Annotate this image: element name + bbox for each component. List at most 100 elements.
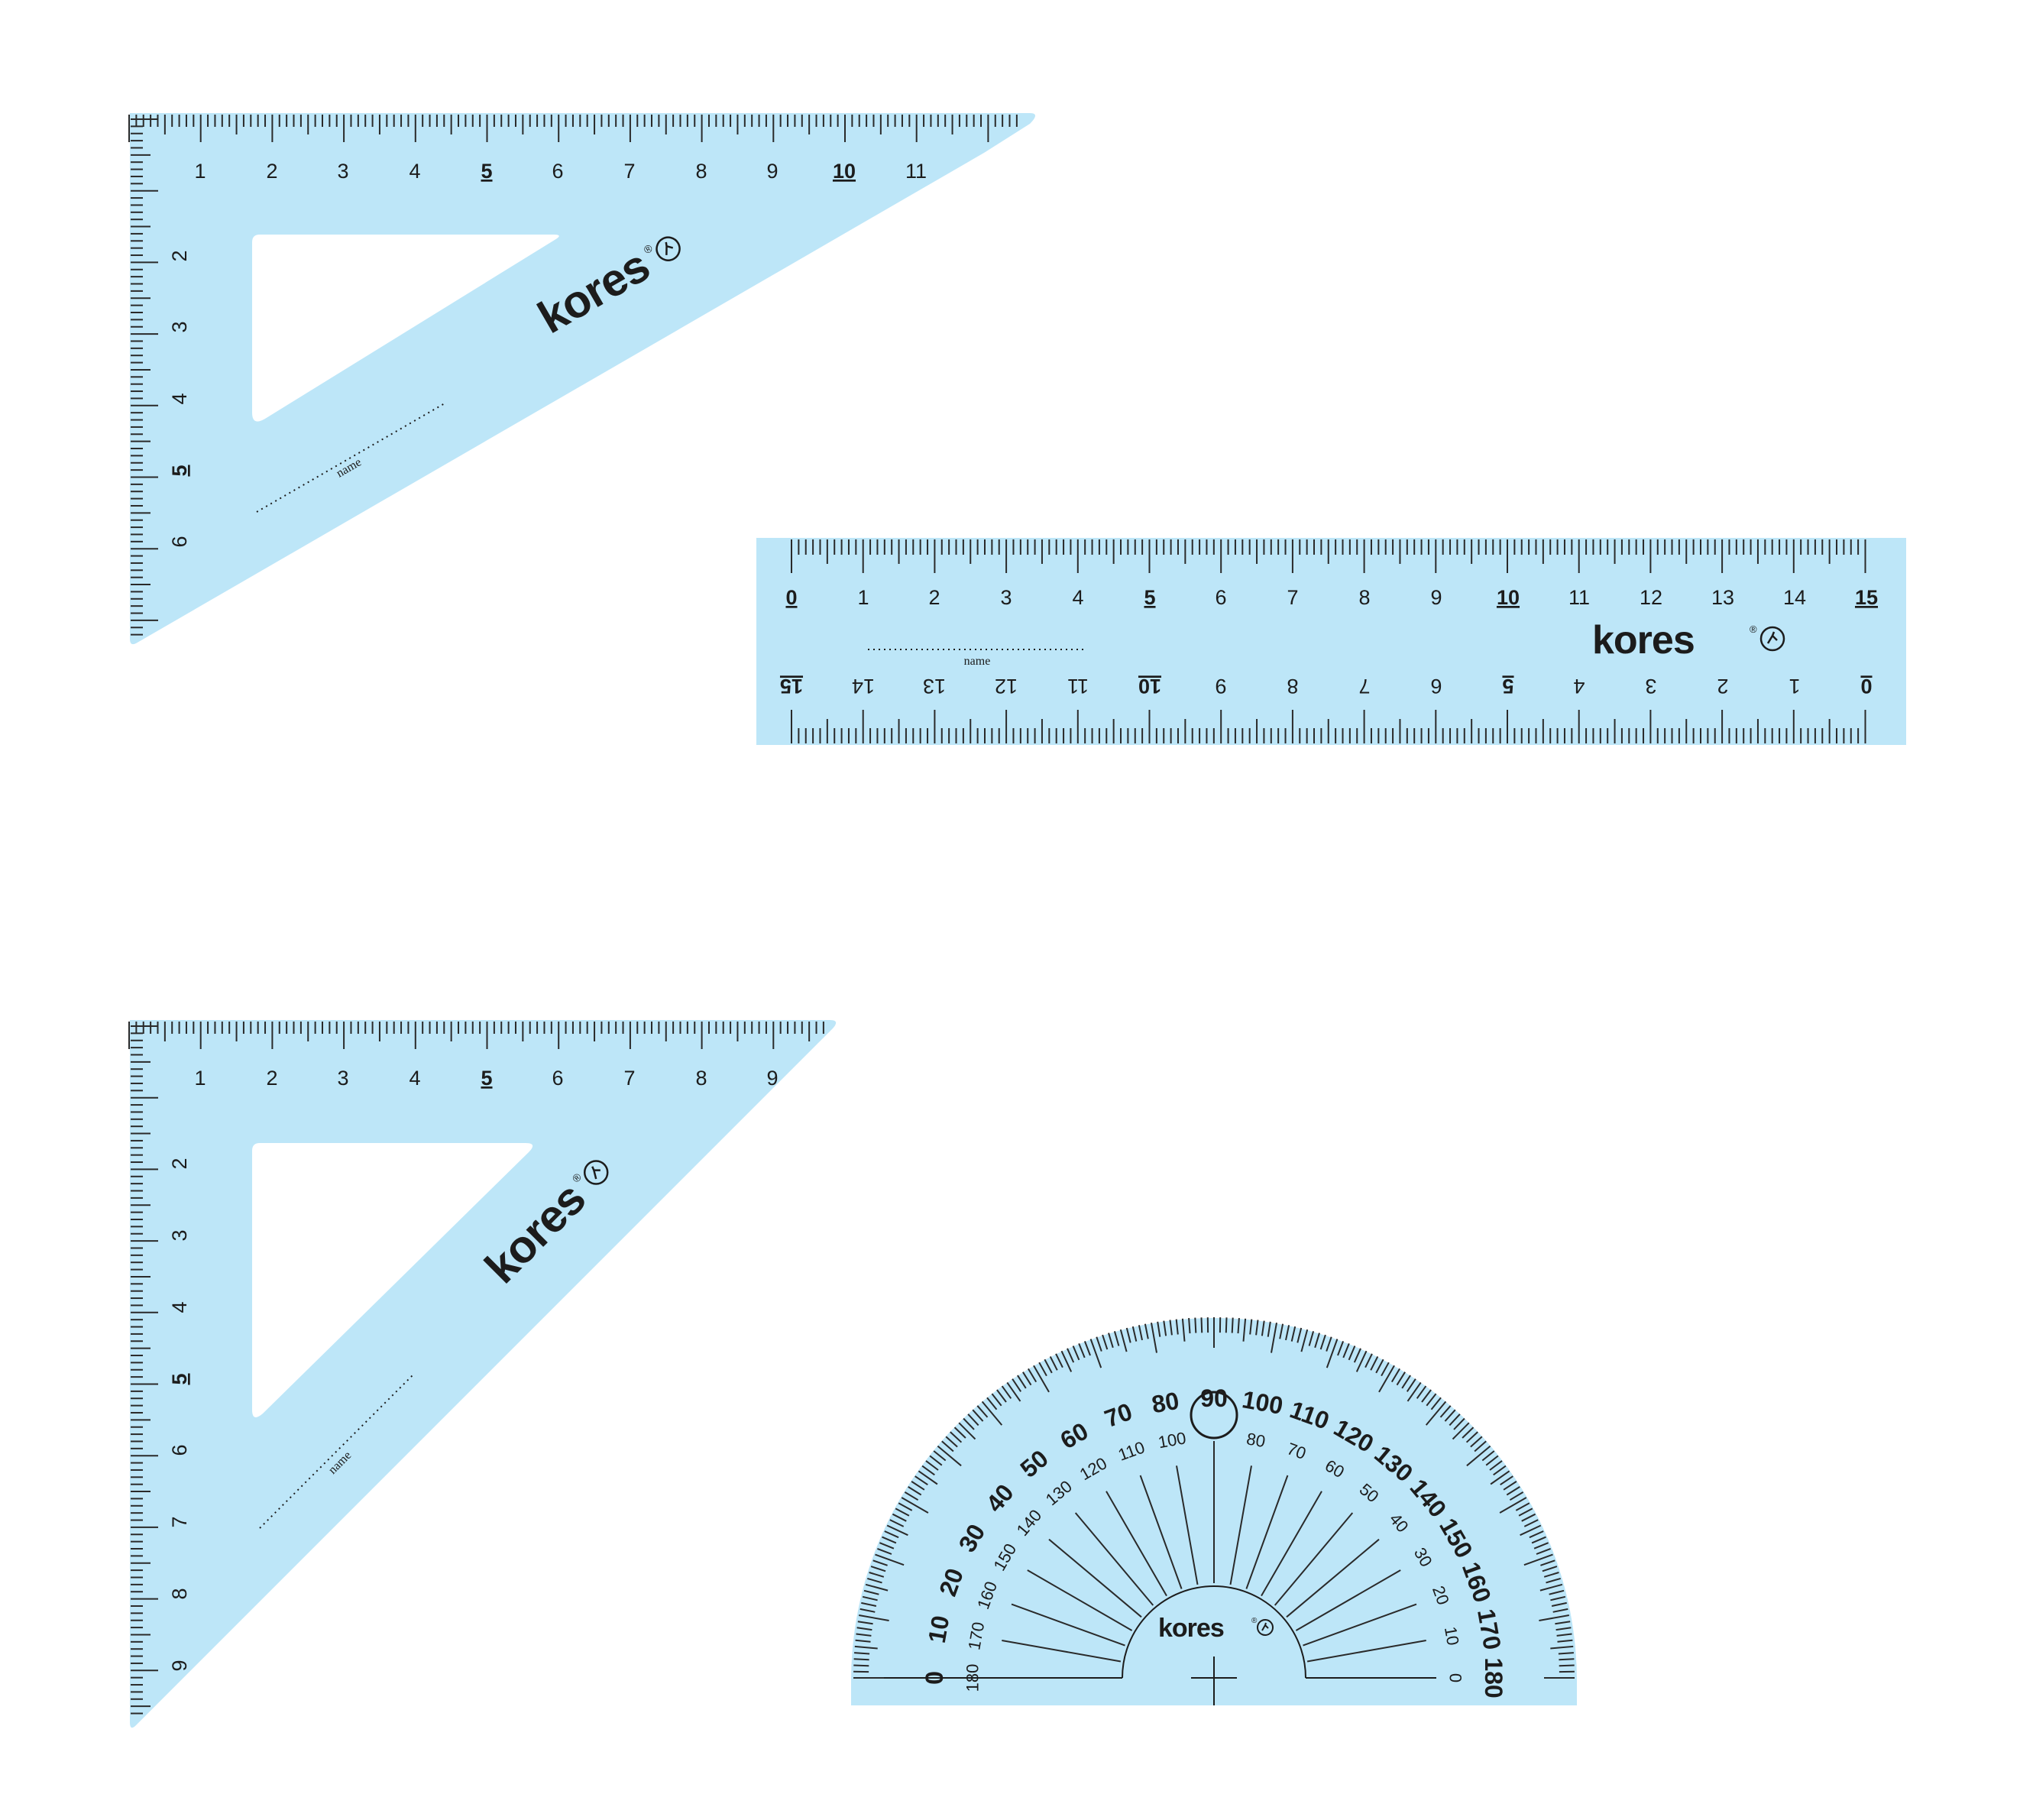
t60-top-label-6: 6: [552, 160, 563, 183]
t60-top-label-4: 4: [409, 160, 420, 183]
ruler-bottom-label-3: 3: [1645, 675, 1656, 698]
protractor-ray: [1274, 1512, 1354, 1606]
ruler-top-label-5: 5: [1144, 586, 1155, 609]
protractor-tick: [1555, 1627, 1572, 1631]
t45-side-label-6: 6: [168, 1444, 191, 1456]
ruler-bottom-label-6: 6: [1430, 675, 1442, 698]
protractor-tick: [1381, 1362, 1390, 1377]
protractor-tick: [1231, 1317, 1234, 1333]
protractor-tick: [904, 1491, 919, 1501]
set-square-60-side-ticks: [131, 118, 158, 636]
ruler-15cm[interactable]: 0 1 2 3 4 5 6 7 8 9 10 11 12 13 14 15 15…: [756, 538, 1906, 745]
protractor-tick: [921, 1465, 935, 1476]
t60-top-label-10: 10: [833, 160, 856, 183]
protractor-tick: [1521, 1513, 1536, 1522]
protractor-tick: [1151, 1323, 1157, 1353]
t60-side-label-5: 5: [168, 465, 191, 476]
ruler-bottom-label-13: 13: [923, 675, 946, 698]
protractor-tick: [1255, 1320, 1259, 1336]
protractor-tick: [941, 1440, 954, 1452]
protractor-tick: [1426, 1393, 1437, 1407]
protractor-tick: [1499, 1497, 1527, 1514]
protractor-tick: [1072, 1346, 1080, 1361]
protractor-tick: [981, 1401, 1003, 1426]
protractor-tick: [1509, 1491, 1524, 1501]
t60-top-label-2: 2: [266, 160, 277, 183]
protractor-tick: [1529, 1530, 1544, 1539]
protractor-tick: [1067, 1348, 1075, 1363]
protractor-tick: [1549, 1589, 1565, 1595]
protractor-tick: [1028, 1368, 1038, 1383]
t45-top-label-6: 6: [552, 1067, 563, 1090]
protractor-tick: [950, 1431, 963, 1443]
protractor-inner-label: 80: [1245, 1429, 1267, 1451]
t60-top-label-5: 5: [481, 160, 492, 183]
protractor-tick: [1539, 1614, 1569, 1621]
ruler-registered-mark: ®: [1750, 623, 1757, 635]
protractor-tick: [967, 1414, 979, 1427]
protractor-tick: [1559, 1658, 1575, 1661]
protractor-tick: [879, 1542, 895, 1550]
set-square-45-top-ticks: [128, 1022, 824, 1049]
ruler-bottom-label-9: 9: [1215, 675, 1226, 698]
ruler-bottom-label-5: 5: [1502, 675, 1513, 698]
kores-figure-emblem-icon: [1759, 626, 1785, 652]
protractor-inner-label: 10: [1441, 1625, 1463, 1647]
protractor-tick: [1396, 1371, 1406, 1386]
protractor-tick: [1506, 1486, 1520, 1496]
ruler-bottom-ticks: [791, 710, 1866, 743]
t45-side-label-5: 5: [168, 1373, 191, 1384]
protractor-tick: [1430, 1397, 1442, 1410]
protractor-tick: [1416, 1385, 1427, 1399]
ruler-bottom-label-2: 2: [1717, 675, 1728, 698]
protractor-tick: [1102, 1334, 1109, 1350]
protractor-tick: [1181, 1318, 1186, 1342]
t60-top-label-1: 1: [194, 160, 206, 183]
ruler-top-label-1: 1: [857, 586, 869, 609]
protractor-tick: [929, 1455, 943, 1466]
protractor-tick: [1523, 1553, 1553, 1566]
t45-top-label-1: 1: [194, 1067, 206, 1090]
t45-top-label-2: 2: [266, 1067, 277, 1090]
protractor-tick: [1119, 1329, 1128, 1352]
protractor-tick: [911, 1481, 925, 1491]
ruler-brand-wordmark: kores: [1592, 618, 1695, 662]
ruler-top-label-8: 8: [1358, 586, 1370, 609]
protractor-tick: [1378, 1365, 1395, 1393]
protractor-tick: [925, 1460, 939, 1471]
protractor-tick: [1449, 1414, 1461, 1427]
protractor-tick: [1300, 1329, 1309, 1352]
protractor-tick: [1503, 1481, 1517, 1491]
protractor-tick: [1006, 1381, 1021, 1402]
protractor-tick: [872, 1559, 888, 1566]
protractor-tick: [877, 1547, 892, 1555]
protractor-tick: [1536, 1547, 1551, 1555]
protractor-tick: [1038, 1362, 1047, 1377]
ruler-top-label-12: 12: [1640, 586, 1662, 609]
protractor-tick: [1485, 1455, 1499, 1466]
protractor-tick: [1044, 1359, 1053, 1374]
protractor-tick: [865, 1583, 889, 1592]
protractor-outer-label: 90: [1200, 1384, 1228, 1412]
t45-top-label-5: 5: [481, 1067, 492, 1090]
t60-side-label-6: 6: [168, 536, 191, 547]
protractor-ray: [1139, 1475, 1183, 1589]
set-square-60-top-ticks: [128, 115, 1018, 142]
protractor-tick: [1550, 1595, 1566, 1601]
protractor-tick: [1055, 1353, 1063, 1368]
protractor-brand-wordmark: kores: [1158, 1614, 1224, 1643]
set-square-45[interactable]: 1 2 3 4 5 6 7 8 9 2 3 4 5 6 7 8 9 kores …: [128, 1020, 837, 1728]
ruler-top-label-10: 10: [1497, 586, 1520, 609]
protractor-tick: [898, 1502, 913, 1511]
protractor-inner-label: 0: [1446, 1673, 1465, 1682]
protractor-tick: [1481, 1450, 1495, 1462]
set-square-45-body: [130, 1020, 837, 1728]
protractor-tick: [1531, 1536, 1546, 1544]
ruler-name-field[interactable]: name: [868, 649, 1086, 668]
protractor-tick: [1465, 1431, 1478, 1443]
t60-side-label-4: 4: [168, 393, 191, 404]
protractor-tick: [1083, 1341, 1091, 1356]
set-square-60[interactable]: 1 2 3 4 5 6 7 8 9 10 11 2 3 4 5 6 kores …: [128, 113, 1035, 645]
